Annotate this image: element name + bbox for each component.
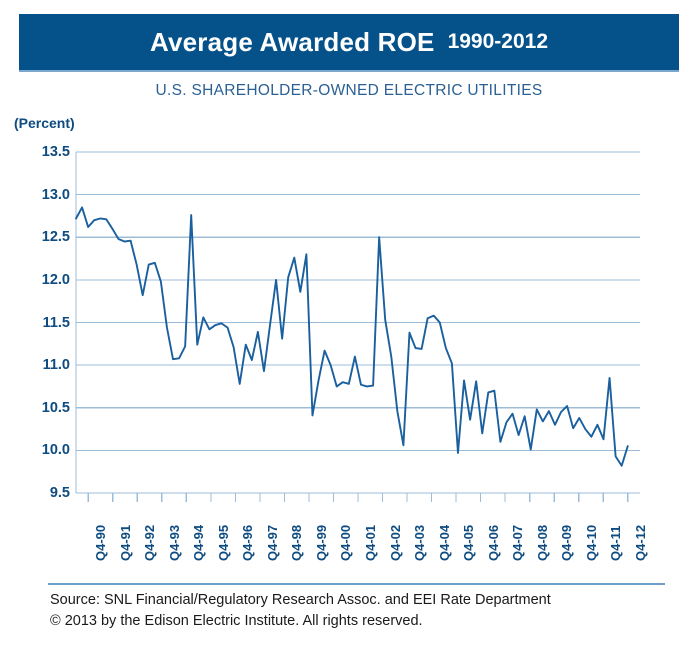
x-tick-label: Q4-07: [510, 524, 526, 561]
title-year-range: 1990-2012: [447, 30, 549, 53]
page-title: Average Awarded ROE: [149, 26, 435, 57]
x-tick-label: Q4-02: [387, 524, 403, 561]
footer-copyright-line: © 2013 by the Edison Electric Institute.…: [50, 613, 423, 629]
y-tick-label: 11.0: [42, 357, 70, 374]
x-tick-label: Q4-06: [485, 524, 501, 561]
x-tick-label: Q4-09: [559, 524, 575, 561]
footer-divider: [48, 583, 665, 585]
x-tick-label: Q4-94: [191, 524, 207, 561]
x-tick-label: Q4-98: [289, 524, 305, 561]
x-tick-label: Q4-91: [117, 524, 133, 561]
y-tick-label: 12.5: [41, 229, 70, 246]
y-tick-label: 12.0: [41, 271, 70, 288]
x-tick-label: Q4-10: [583, 524, 599, 561]
footer-source-line: Source: SNL Financial/Regulatory Researc…: [50, 592, 551, 608]
x-tick-label: Q4-04: [436, 524, 452, 561]
x-tick-label: Q4-12: [632, 524, 648, 561]
x-tick-label: Q4-99: [313, 524, 329, 561]
x-tick-label: Q4-01: [363, 524, 378, 561]
title-banner: Average Awarded ROE 1990-2012: [19, 14, 679, 70]
footer-note: Source: SNL Financial/Regulatory Researc…: [50, 590, 680, 632]
x-tick-label: Q4-05: [461, 524, 477, 561]
x-tick-label: Q4-03: [412, 524, 428, 561]
y-tick-label: 10.0: [41, 442, 70, 459]
x-tick-label: Q4-92: [142, 524, 158, 561]
x-tick-label: Q4-08: [534, 524, 550, 561]
gridlines: [76, 151, 640, 494]
y-tick-label: 9.5: [49, 485, 70, 501]
y-tick-label: 11.5: [42, 314, 70, 331]
x-tick-label: Q4-90: [93, 524, 109, 561]
y-axis-unit-label: (Percent): [14, 115, 75, 131]
x-tick-label: Q4-00: [338, 524, 354, 561]
x-tick-label: Q4-11: [608, 525, 624, 561]
y-tick-label: 13.5: [41, 144, 70, 160]
x-tick-label: Q4-96: [240, 524, 256, 561]
roe-data-line: [75, 206, 629, 467]
x-tick-label: Q4-93: [166, 524, 182, 561]
y-tick-labels: 13.5 13.0 12.5 12.0 11.5 11.0 10.5 10.0 9.5: [8, 0, 70, 653]
x-tick-label: Q4-95: [215, 524, 231, 561]
y-tick-label: 13.0: [41, 186, 70, 203]
x-tick-marks: [87, 493, 629, 502]
title-underline: [19, 70, 679, 72]
x-tick-label: Q4-97: [264, 524, 280, 561]
chart-subtitle: U.S. SHAREHOLDER-OWNED ELECTRIC UTILITIE…: [155, 82, 543, 99]
y-tick-label: 10.5: [41, 399, 70, 416]
